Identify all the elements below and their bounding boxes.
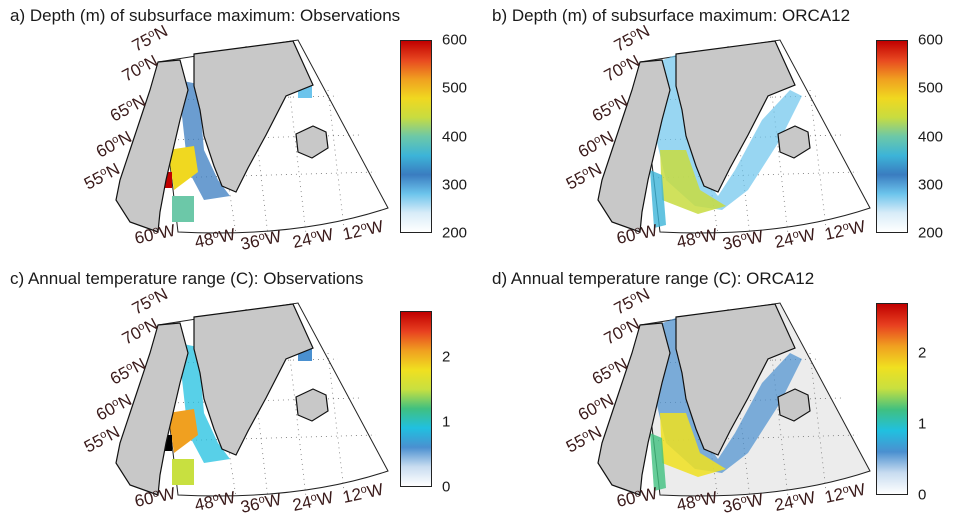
colorbar-tick-label: 0 (918, 486, 927, 504)
colorbar-tick-label: 600 (918, 31, 944, 49)
colorbar-tick-label: 400 (442, 128, 468, 145)
colorbar-tick-label: 500 (442, 79, 468, 97)
lon-label: 48oW (675, 225, 719, 252)
panel-title: c) Annual temperature range (C): Observa… (10, 269, 364, 288)
canada-land (115, 322, 189, 496)
lon-label: 12oW (823, 217, 867, 244)
lon-label: 60oW (133, 221, 177, 248)
lat-label: 55oN (563, 422, 605, 456)
greenland-land (675, 303, 796, 456)
iceland-land (777, 388, 811, 422)
colorbar-tick-label: 2 (918, 344, 927, 362)
lon-label: 24oW (773, 225, 817, 252)
lon-label: 24oW (291, 488, 335, 515)
lon-label: 60oW (615, 221, 659, 248)
panel-a: a) Depth (m) of subsurface maximum: Obse… (8, 0, 478, 255)
lon-label: 36oW (239, 227, 283, 254)
lon-label: 24oW (291, 225, 335, 252)
panel-d: d) Annual temperature range (C): ORCA12 … (490, 263, 960, 518)
iceland-land (295, 125, 329, 159)
colorbar-tick-label: 300 (442, 176, 468, 194)
data-field (650, 54, 802, 228)
lon-label: 60oW (615, 484, 659, 511)
iceland-land (777, 125, 811, 159)
lon-label: 24oW (773, 488, 817, 515)
data-field (650, 317, 802, 491)
iceland-land (295, 388, 329, 422)
panel-c: c) Annual temperature range (C): Observa… (8, 263, 478, 518)
canada-land (597, 59, 671, 233)
lat-label: 55oN (563, 159, 605, 193)
colorbar-tick-label: 300 (918, 176, 944, 194)
lat-label: 75oN (611, 21, 653, 55)
lat-label: 55oN (81, 159, 123, 193)
lon-label: 12oW (341, 480, 385, 507)
lon-label: 36oW (239, 490, 283, 517)
colorbar-tick-label: 0 (442, 478, 451, 496)
greenland-land (675, 40, 796, 193)
colorbar-gradient (400, 40, 432, 233)
colorbar-tick-label: 500 (918, 79, 944, 97)
greenland-land (193, 40, 314, 193)
lat-label: 75oN (611, 284, 653, 318)
panel-b: b) Depth (m) of subsurface maximum: ORCA… (490, 0, 960, 255)
greenland-land (193, 303, 314, 456)
lon-label: 48oW (193, 488, 237, 515)
lon-label: 48oW (193, 225, 237, 252)
lon-label: 48oW (675, 488, 719, 515)
lat-label: 55oN (81, 422, 123, 456)
colorbar-tick-label: 200 (918, 224, 944, 242)
panel-title: b) Depth (m) of subsurface maximum: ORCA… (492, 6, 851, 25)
lon-label: 12oW (341, 217, 385, 244)
canada-land (597, 322, 671, 496)
panel-title: d) Annual temperature range (C): ORCA12 (492, 269, 815, 288)
colorbar-gradient (400, 311, 432, 487)
lon-label: 60oW (133, 484, 177, 511)
colorbar-tick-label: 1 (442, 413, 451, 431)
canada-land (115, 59, 189, 233)
lat-label: 75oN (129, 21, 171, 55)
colorbar-tick-label: 400 (918, 128, 944, 145)
colorbar-tick-label: 2 (442, 348, 451, 366)
colorbar-gradient (876, 40, 908, 233)
lon-label: 36oW (721, 227, 765, 254)
colorbar-tick-label: 200 (442, 224, 468, 242)
lon-label: 36oW (721, 490, 765, 517)
panel-title: a) Depth (m) of subsurface maximum: Obse… (10, 6, 401, 25)
colorbar-tick-label: 600 (442, 31, 468, 49)
lat-label: 75oN (129, 284, 171, 318)
colorbar-tick-label: 1 (918, 415, 927, 433)
lon-label: 12oW (823, 480, 867, 507)
colorbar-gradient (876, 303, 908, 495)
